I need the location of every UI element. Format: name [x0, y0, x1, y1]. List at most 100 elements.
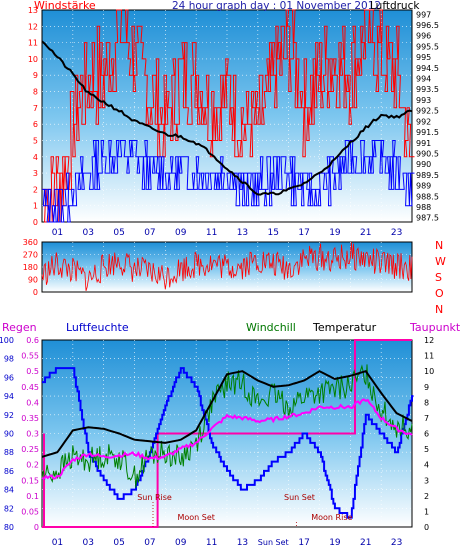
- regen-tick: 0.5: [26, 367, 39, 376]
- top-x-tick: 11: [206, 228, 217, 238]
- top-right-axis-label: Luftdruck: [370, 0, 420, 12]
- top-left-tick: 7: [33, 104, 38, 113]
- top-left-tick: 10: [28, 55, 38, 64]
- top-left-tick: 12: [28, 22, 38, 31]
- top-right-tick: 993.5: [416, 85, 439, 94]
- top-left-tick: 5: [33, 136, 38, 145]
- top-x-tick: 13: [237, 228, 248, 238]
- middle-left-tick: 180: [23, 263, 38, 272]
- top-x-tick: 15: [268, 228, 279, 238]
- regen-tick: 0.05: [21, 507, 39, 516]
- luftfeuchte-tick: 98: [4, 355, 14, 364]
- temp-tick: 10: [424, 367, 434, 376]
- regen-tick: 0.1: [26, 492, 39, 501]
- luftfeuchte-tick: 80: [4, 523, 14, 532]
- top-x-tick: 03: [83, 228, 94, 238]
- temp-tick: 9: [424, 383, 429, 392]
- luftfeuchte-tick: 90: [4, 430, 14, 439]
- bottom-x-ticks: 01 03 05 07 09 11 13 Sun Set 17 19 21 23: [52, 538, 403, 548]
- middle-left-tick: 0: [33, 288, 38, 297]
- bottom-x-tick: 07: [144, 538, 155, 548]
- top-right-tick: 988: [416, 203, 431, 212]
- bottom-x-tick: 01: [52, 538, 63, 548]
- top-left-tick: 4: [33, 153, 38, 162]
- bottom-x-tick: Sun Set: [258, 538, 289, 547]
- top-right-tick: 996: [416, 32, 431, 41]
- annotation-label: Sun Rise: [137, 493, 172, 502]
- top-left-tick: 1: [33, 202, 38, 211]
- luftfeuchte-tick: 86: [4, 467, 14, 476]
- top-x-tick: 23: [391, 228, 402, 238]
- bottom-x-tick: 05: [113, 538, 124, 548]
- temp-tick: 6: [424, 430, 429, 439]
- top-right-tick: 990: [416, 160, 431, 169]
- series-windrichtung: [41, 242, 413, 292]
- regen-tick: 0.35: [21, 414, 39, 423]
- bottom-luftfeuchte-ticks: 80 82 84 86 88 90 92 94 96 98 100: [0, 336, 14, 532]
- middle-panel-grid: [42, 242, 412, 292]
- regen-tick: 0.6: [26, 336, 39, 345]
- bottom-regen-ticks: 0 0.05 0.1 0.15 0.2 0.25 0.3 0.35 0.4 0.45 0.5 0.55…: [21, 336, 39, 532]
- top-right-tick: 992.5: [416, 107, 439, 116]
- temp-tick: 12: [424, 336, 434, 345]
- temp-tick: 7: [424, 414, 429, 423]
- top-right-tick: 991: [416, 139, 431, 148]
- series-taupunkt: [41, 398, 413, 481]
- top-left-tick: 3: [33, 169, 38, 178]
- bottom-panel-series: [41, 339, 414, 528]
- top-x-tick: 07: [144, 228, 155, 238]
- middle-right-tick: S: [435, 271, 442, 284]
- regen-tick: 0.3: [26, 430, 39, 439]
- temp-tick: 2: [424, 492, 429, 501]
- series-windchill: [41, 364, 413, 488]
- regen-tick: 0: [34, 523, 39, 532]
- bottom-x-tick: 19: [329, 538, 341, 548]
- top-right-tick: 994.5: [416, 64, 439, 73]
- top-right-tick: 987.5: [416, 214, 439, 223]
- luftfeuchte-tick: 82: [4, 504, 14, 513]
- bottom-x-tick: 13: [237, 538, 248, 548]
- temp-tick: 11: [424, 352, 434, 361]
- middle-right-tick: N: [435, 303, 443, 316]
- luftfeuchte-tick: 88: [4, 448, 14, 457]
- temp-tick: 0: [424, 523, 429, 532]
- regen-tick: 0.15: [21, 476, 39, 485]
- annotation-label: Moon Set: [177, 513, 214, 522]
- top-left-tick: 8: [33, 88, 38, 97]
- top-left-tick: 0: [33, 218, 38, 227]
- middle-right-tick: W: [435, 255, 446, 268]
- top-panel-series: [41, 9, 415, 223]
- series-temperatur: [41, 370, 413, 458]
- top-left-tick: 13: [28, 6, 38, 15]
- label-regen: Regen: [2, 321, 37, 334]
- regen-tick: 0.4: [26, 398, 39, 407]
- top-x-tick: 09: [175, 228, 187, 238]
- top-left-tick: 11: [28, 39, 38, 48]
- top-right-tick: 989.5: [416, 171, 439, 180]
- bottom-x-tick: 21: [360, 538, 371, 548]
- middle-left-tick: 270: [23, 251, 38, 260]
- middle-right-tick: O: [435, 287, 444, 300]
- top-left-tick: 9: [33, 71, 38, 80]
- top-left-axis-label: Windstärke: [34, 0, 96, 12]
- top-title: 24 hour graph day : 01 November 2012: [172, 0, 381, 12]
- temp-tick: 4: [424, 461, 429, 470]
- luftfeuchte-tick: 100: [0, 336, 14, 345]
- regen-tick: 0.25: [21, 445, 39, 454]
- label-luftfeuchte: Luftfeuchte: [66, 321, 129, 334]
- series-wind-gust: [42, 9, 415, 223]
- top-right-tick: 994: [416, 75, 431, 84]
- regen-tick: 0.55: [21, 352, 39, 361]
- label-temperatur: Temperatur: [312, 321, 377, 334]
- bottom-x-tick: 09: [175, 538, 187, 548]
- temp-tick: 1: [424, 507, 429, 516]
- temp-tick: 3: [424, 476, 429, 485]
- top-left-tick: 2: [33, 185, 38, 194]
- bottom-x-tick: 11: [206, 538, 217, 548]
- luftfeuchte-tick: 96: [4, 373, 14, 382]
